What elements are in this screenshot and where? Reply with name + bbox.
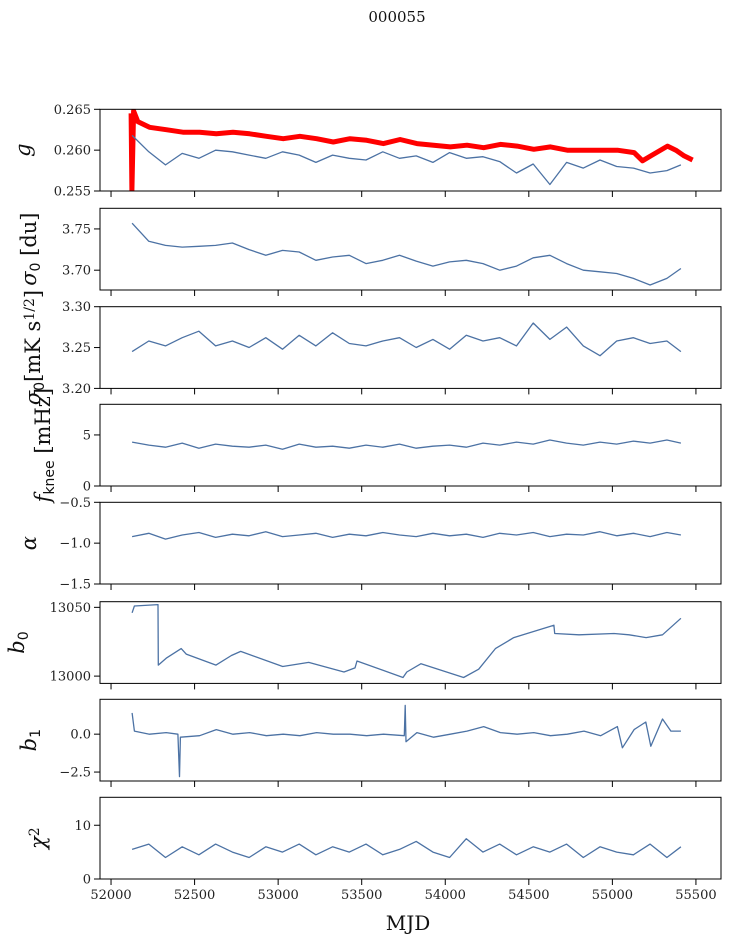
y-label-part: 1	[28, 729, 44, 738]
y-label-part: b	[17, 738, 41, 751]
x-tick-label: 52000	[90, 888, 131, 903]
axes-frame	[99, 207, 722, 291]
y-label-part: σ	[21, 390, 45, 405]
subplot-7: 0 10 52000 52500 53000 53500 54000 54500 55000 55…	[26, 796, 722, 903]
y-tick-label: 5	[83, 428, 91, 443]
y-tick-label: 0.265	[54, 103, 91, 118]
series-line-sigma0-mk	[131, 322, 682, 357]
y-tick-label: 3.30	[62, 300, 91, 315]
y-tick-label: −1.5	[59, 578, 91, 593]
y-label-part: g	[11, 143, 35, 156]
y-label-part: 0	[32, 382, 48, 391]
y-tick-label: 3.75	[62, 222, 91, 237]
y-label-part: ]	[21, 290, 45, 298]
y-label-part: [mHz]	[31, 388, 55, 460]
x-tick-label: 53500	[341, 888, 382, 903]
y-label-part: b	[5, 640, 29, 653]
y-tick-label: 0.0	[70, 728, 91, 743]
y-axis-label: α	[17, 536, 41, 550]
y-axis-label: b1	[17, 729, 44, 751]
y-label-part: α	[17, 536, 41, 550]
subplot-0: 0.255 0.260 0.265 g	[11, 103, 722, 200]
subplot-3: 0 5 fknee [mHz]	[31, 388, 722, 504]
y-axis-label: σ0 [du]	[17, 213, 44, 286]
y-tick-label: 0	[83, 480, 91, 495]
y-label-part: f	[31, 491, 55, 504]
subplot-1: 3.70 3.75 σ0 [du]	[17, 207, 722, 296]
y-label-part: [mK s	[21, 321, 45, 382]
y-axis-label: g	[11, 143, 35, 156]
y-tick-label: 3.20	[62, 382, 91, 397]
y-axis-label: fknee [mHz]	[31, 388, 58, 504]
y-label-part: 2	[27, 827, 43, 836]
y-axis-label: σ0[mK s1/2]	[21, 290, 48, 405]
x-axis-label: MJD	[386, 911, 431, 935]
axes-frame	[99, 601, 722, 684]
chart-title: 000055	[368, 8, 425, 26]
subplot-2: 3.20 3.25 3.30 σ0[mK s1/2]	[21, 290, 722, 405]
series-line-b1	[131, 704, 681, 778]
x-tick-label: 54500	[508, 888, 549, 903]
x-tick-label: 54000	[425, 888, 466, 903]
y-label-part: σ	[17, 271, 41, 286]
y-label-part: χ	[26, 835, 50, 851]
series-line-g	[131, 134, 682, 186]
subplot-4: −1.5 −1.0 −0.5 α	[17, 496, 722, 593]
y-label-part: 0	[28, 263, 44, 272]
y-tick-label: −1.0	[59, 537, 91, 552]
x-tick-label: 55000	[592, 888, 633, 903]
y-axis-label: χ2	[26, 827, 50, 851]
axes-frame	[99, 306, 722, 389]
y-tick-label: −2.5	[59, 766, 91, 781]
y-tick-label: 3.70	[62, 264, 91, 279]
y-tick-label: 3.25	[62, 341, 91, 356]
y-tick-label: 0.255	[54, 185, 91, 200]
y-tick-label: 0	[83, 873, 91, 888]
subplot-5: 13000 13050 b0	[5, 601, 722, 690]
y-label-part: 1/2	[22, 298, 38, 321]
series-line-chi2	[131, 838, 682, 859]
axes-frame	[99, 796, 722, 880]
series-line-sigma0-du	[131, 222, 682, 286]
y-tick-label: 10	[74, 819, 91, 834]
y-label-part: [du]	[17, 213, 41, 263]
y-axis-label: b0	[5, 631, 32, 653]
y-label-part: 0	[16, 631, 32, 640]
series-line-fknee	[131, 439, 682, 450]
series-line-g-red	[128, 109, 694, 191]
y-label-part: knee	[42, 460, 58, 494]
series-line-b0	[131, 603, 682, 679]
x-tick-label: 53000	[257, 888, 298, 903]
y-tick-label: 13050	[50, 601, 91, 616]
axes-frame	[99, 501, 722, 585]
y-tick-label: −0.5	[59, 496, 91, 511]
axes-frame	[99, 403, 722, 487]
x-tick-label: 55500	[675, 888, 716, 903]
series-line-alpha	[131, 531, 682, 540]
y-tick-label: 13000	[50, 670, 91, 685]
axes-frame	[99, 698, 722, 782]
subplot-6: −2.5 0.0 b1	[17, 698, 722, 787]
x-tick-label: 52500	[174, 888, 215, 903]
y-tick-label: 0.260	[54, 144, 91, 159]
